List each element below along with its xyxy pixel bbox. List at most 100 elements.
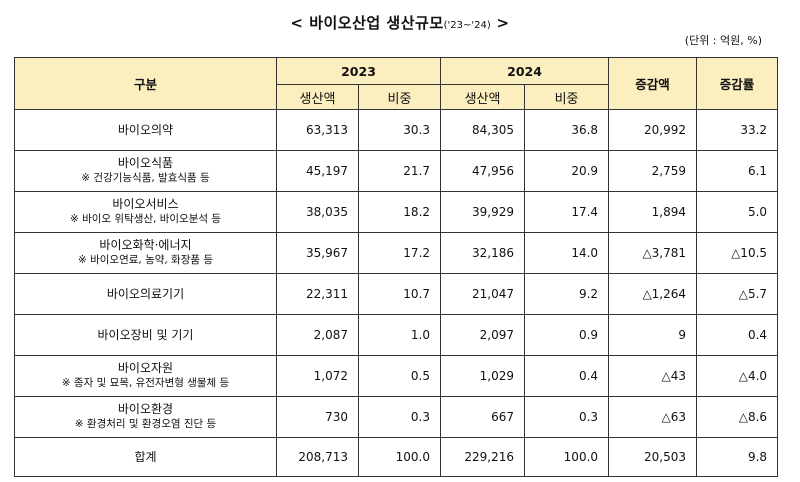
cell-production-2024: 21,047 bbox=[440, 273, 526, 315]
header-production-2023: 생산액 bbox=[276, 84, 359, 110]
cell-change-amount: △63 bbox=[608, 396, 698, 438]
page-title: < 바이오산업 생산규모('23~'24) > bbox=[0, 12, 800, 33]
header-category: 구분 bbox=[14, 57, 277, 110]
unit-label: (단위 : 억원, %) bbox=[684, 34, 762, 47]
category-name: 바이오화학·에너지 bbox=[99, 238, 192, 252]
category-name: 바이오환경 bbox=[117, 402, 174, 416]
cell-share-2023: 30.3 bbox=[357, 109, 442, 151]
cell-share-2023: 0.3 bbox=[357, 396, 442, 438]
table-row: 바이오장비 및 기기 2,087 1.0 2,097 0.9 9 0.4 bbox=[14, 314, 779, 356]
table-row: 바이오의료기기 22,311 10.7 21,047 9.2 △1,264 △5.7 bbox=[14, 273, 779, 315]
category-note: ※ 종자 및 묘목, 유전자변형 생물체 등 bbox=[61, 377, 230, 389]
cell-share-2023: 21.7 bbox=[357, 150, 442, 192]
row-category: 바이오화학·에너지 ※ 바이오연료, 농약, 화장품 등 bbox=[14, 232, 277, 274]
row-category: 바이오의약 bbox=[14, 109, 277, 151]
table-body: 바이오의약 63,313 30.3 84,305 36.8 20,992 33.2 바이오식품… bbox=[14, 109, 779, 477]
row-category: 바이오의료기기 bbox=[14, 273, 277, 315]
cell-change-rate: △5.7 bbox=[696, 273, 779, 315]
cell-change-rate: 5.0 bbox=[696, 191, 779, 233]
cell-production-2024: 84,305 bbox=[440, 109, 526, 151]
cell-change-rate: △10.5 bbox=[696, 232, 779, 274]
header-year-2023: 2023 bbox=[275, 57, 442, 85]
table-row: 바이오의약 63,313 30.3 84,305 36.8 20,992 33.2 bbox=[14, 109, 779, 151]
cell-production-2023: 2,087 bbox=[276, 314, 359, 356]
total-change-rate: 9.8 bbox=[696, 437, 779, 477]
cell-share-2024: 14.0 bbox=[524, 232, 610, 274]
category-name: 바이오서비스 bbox=[112, 197, 179, 211]
cell-change-amount: △3,781 bbox=[608, 232, 698, 274]
cell-share-2024: 0.3 bbox=[524, 396, 610, 438]
cell-change-amount: △43 bbox=[608, 355, 698, 397]
production-table: 구분 2023 2024 증감액 증감률 생산액 비중 생산액 비중 바이오의약… bbox=[14, 57, 779, 477]
cell-production-2023: 38,035 bbox=[276, 191, 359, 233]
cell-production-2024: 1,029 bbox=[440, 355, 526, 397]
total-share-2024: 100.0 bbox=[524, 437, 610, 477]
cell-share-2024: 17.4 bbox=[524, 191, 610, 233]
total-production-2023: 208,713 bbox=[276, 437, 359, 477]
cell-share-2023: 1.0 bbox=[357, 314, 442, 356]
cell-production-2023: 35,967 bbox=[276, 232, 359, 274]
header-share-2024: 비중 bbox=[524, 84, 610, 110]
cell-share-2024: 36.8 bbox=[524, 109, 610, 151]
category-name: 바이오자원 bbox=[117, 361, 174, 375]
cell-change-amount: 20,992 bbox=[608, 109, 698, 151]
category-note: ※ 바이오연료, 농약, 화장품 등 bbox=[77, 254, 214, 266]
category-note: ※ 환경처리 및 환경오염 진단 등 bbox=[74, 418, 217, 430]
title-end: > bbox=[496, 14, 510, 32]
cell-share-2023: 0.5 bbox=[357, 355, 442, 397]
cell-production-2024: 47,956 bbox=[440, 150, 526, 192]
table-row: 바이오화학·에너지 ※ 바이오연료, 농약, 화장품 등 35,967 17.2 32,… bbox=[14, 232, 779, 274]
cell-change-rate: 6.1 bbox=[696, 150, 779, 192]
total-production-2024: 229,216 bbox=[440, 437, 526, 477]
cell-change-rate: 0.4 bbox=[696, 314, 779, 356]
table-row: 바이오자원 ※ 종자 및 묘목, 유전자변형 생물체 등 1,072 0.5 1,029… bbox=[14, 355, 779, 397]
header-year-2024: 2024 bbox=[440, 57, 610, 85]
cell-production-2023: 63,313 bbox=[276, 109, 359, 151]
category-note: ※ 건강기능식품, 발효식품 등 bbox=[81, 172, 210, 184]
cell-share-2024: 0.9 bbox=[524, 314, 610, 356]
cell-change-amount: 9 bbox=[608, 314, 698, 356]
title-period: ('23~'24) bbox=[443, 20, 491, 31]
category-name: 바이오식품 bbox=[117, 156, 174, 170]
category-name: 바이오의료기기 bbox=[106, 286, 185, 301]
total-row: 합계 208,713 100.0 229,216 100.0 20,503 9.8 bbox=[14, 437, 779, 477]
cell-change-rate: △8.6 bbox=[696, 396, 779, 438]
header-change-amount: 증감액 bbox=[608, 57, 698, 110]
header-change-rate: 증감률 bbox=[696, 57, 779, 110]
table-row: 바이오식품 ※ 건강기능식품, 발효식품 등 45,197 21.7 47,956 20.… bbox=[14, 150, 779, 192]
cell-production-2024: 39,929 bbox=[440, 191, 526, 233]
row-category: 바이오장비 및 기기 bbox=[14, 314, 277, 356]
cell-change-amount: 2,759 bbox=[608, 150, 698, 192]
table-row: 바이오서비스 ※ 바이오 위탁생산, 바이오분석 등 38,035 18.2 39,92… bbox=[14, 191, 779, 233]
cell-share-2023: 18.2 bbox=[357, 191, 442, 233]
row-category: 바이오자원 ※ 종자 및 묘목, 유전자변형 생물체 등 bbox=[14, 355, 277, 397]
row-category: 바이오서비스 ※ 바이오 위탁생산, 바이오분석 등 bbox=[14, 191, 277, 233]
total-share-2023: 100.0 bbox=[357, 437, 442, 477]
category-name: 바이오장비 및 기기 bbox=[97, 327, 194, 342]
cell-production-2024: 667 bbox=[440, 396, 526, 438]
cell-production-2023: 45,197 bbox=[276, 150, 359, 192]
row-category: 바이오환경 ※ 환경처리 및 환경오염 진단 등 bbox=[14, 396, 277, 438]
cell-share-2024: 20.9 bbox=[524, 150, 610, 192]
cell-share-2024: 0.4 bbox=[524, 355, 610, 397]
cell-change-rate: △4.0 bbox=[696, 355, 779, 397]
row-category: 바이오식품 ※ 건강기능식품, 발효식품 등 bbox=[14, 150, 277, 192]
table-row: 바이오환경 ※ 환경처리 및 환경오염 진단 등 730 0.3 667 0.3 △63 △8… bbox=[14, 396, 779, 438]
header-share-2023: 비중 bbox=[357, 84, 442, 110]
cell-production-2024: 2,097 bbox=[440, 314, 526, 356]
cell-change-amount: 1,894 bbox=[608, 191, 698, 233]
title-main: < 바이오산업 생산규모 bbox=[290, 14, 444, 32]
cell-share-2023: 10.7 bbox=[357, 273, 442, 315]
total-change-amount: 20,503 bbox=[608, 437, 698, 477]
cell-share-2024: 9.2 bbox=[524, 273, 610, 315]
category-name: 바이오의약 bbox=[117, 122, 174, 137]
category-note: ※ 바이오 위탁생산, 바이오분석 등 bbox=[69, 213, 222, 225]
cell-change-rate: 33.2 bbox=[696, 109, 779, 151]
total-label: 합계 bbox=[14, 437, 277, 477]
cell-production-2023: 1,072 bbox=[276, 355, 359, 397]
cell-production-2024: 32,186 bbox=[440, 232, 526, 274]
cell-production-2023: 22,311 bbox=[276, 273, 359, 315]
cell-change-amount: △1,264 bbox=[608, 273, 698, 315]
cell-share-2023: 17.2 bbox=[357, 232, 442, 274]
cell-production-2023: 730 bbox=[276, 396, 359, 438]
